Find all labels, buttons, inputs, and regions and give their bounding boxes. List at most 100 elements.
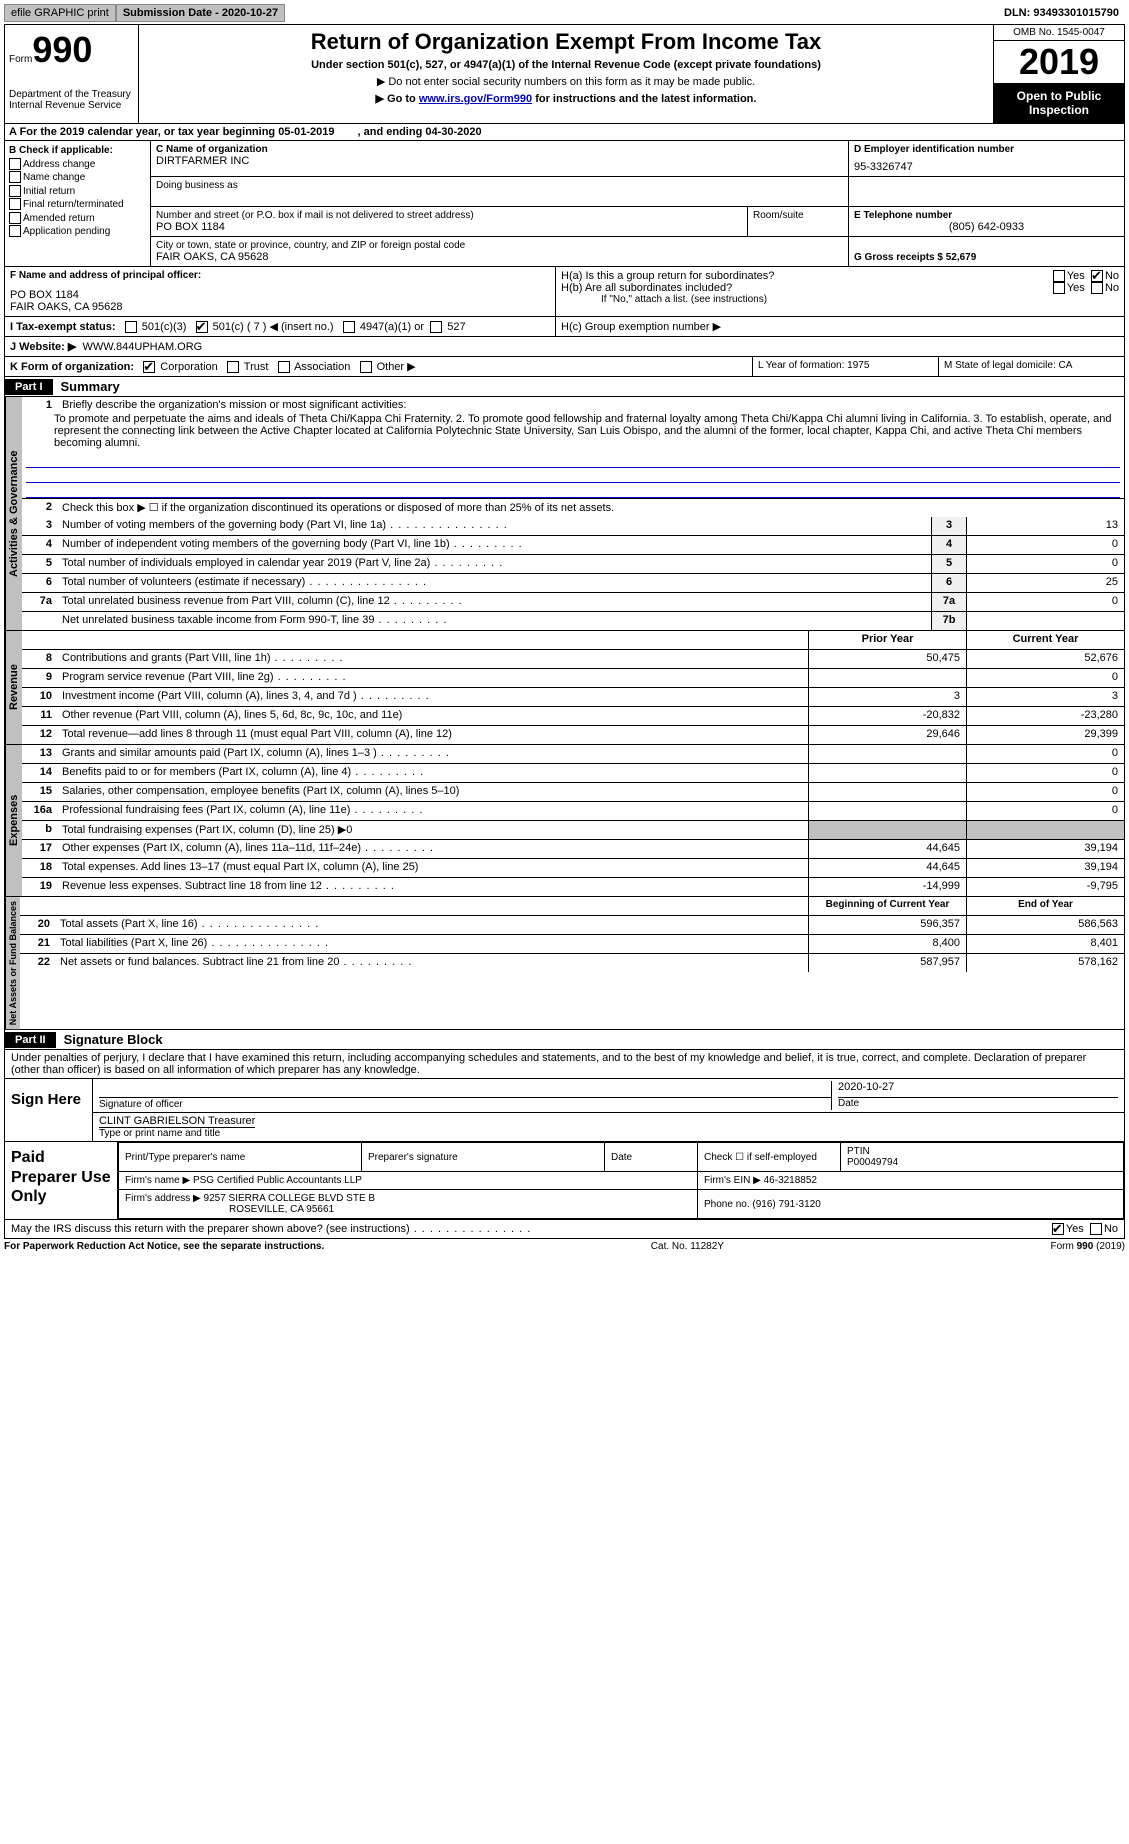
- officer-group-block: F Name and address of principal officer:…: [4, 267, 1125, 317]
- p17: 44,645: [808, 840, 966, 858]
- room-label: Room/suite: [753, 210, 843, 221]
- city: FAIR OAKS, CA 95628: [156, 251, 843, 263]
- c11: -23,280: [966, 707, 1124, 725]
- irs-label: Internal Revenue Service: [9, 100, 134, 111]
- officer-line2: FAIR OAKS, CA 95628: [10, 301, 550, 313]
- part1-header: Part I Summary: [4, 377, 1125, 397]
- identity-block: B Check if applicable: Address change Na…: [4, 141, 1125, 267]
- sig-officer-label: Signature of officer: [99, 1099, 831, 1110]
- line-21: Total liabilities (Part X, line 26): [56, 935, 808, 953]
- p19: -14,999: [808, 878, 966, 896]
- box-i-label: I Tax-exempt status:: [10, 321, 116, 333]
- box-l: L Year of formation: 1975: [753, 357, 939, 376]
- check-501c[interactable]: [196, 321, 208, 333]
- declaration: Under penalties of perjury, I declare th…: [4, 1050, 1125, 1079]
- hb-yes[interactable]: [1053, 282, 1065, 294]
- efile-button[interactable]: efile GRAPHIC print: [4, 4, 116, 22]
- p13: [808, 745, 966, 763]
- vtab-netassets: Net Assets or Fund Balances: [5, 897, 20, 1029]
- check-trust[interactable]: [227, 361, 239, 373]
- line-7b: Net unrelated business taxable income fr…: [58, 612, 931, 630]
- check-initial-return[interactable]: Initial return: [9, 185, 146, 199]
- check-501c3[interactable]: [125, 321, 137, 333]
- paid-h2: Preparer's signature: [362, 1143, 605, 1172]
- website: WWW.844UPHAM.ORG: [82, 341, 202, 353]
- sign-here-label: Sign Here: [5, 1079, 92, 1141]
- check-corp[interactable]: [143, 361, 155, 373]
- discuss-no[interactable]: [1090, 1223, 1102, 1235]
- line-17: Other expenses (Part IX, column (A), lin…: [58, 840, 808, 858]
- officer-line1: PO BOX 1184: [10, 289, 550, 301]
- expenses-section: Expenses 13Grants and similar amounts pa…: [4, 745, 1125, 897]
- p22: 587,957: [808, 954, 966, 972]
- ha-no[interactable]: [1091, 270, 1103, 282]
- line-16a: Professional fundraising fees (Part IX, …: [58, 802, 808, 820]
- line-6: Total number of volunteers (estimate if …: [58, 574, 931, 592]
- check-4947[interactable]: [343, 321, 355, 333]
- ssn-note: ▶ Do not enter social security numbers o…: [147, 75, 985, 88]
- mission-label: Briefly describe the organization's miss…: [58, 397, 1124, 413]
- line-4: Number of independent voting members of …: [58, 536, 931, 554]
- box-g: G Gross receipts $ 52,679: [854, 252, 976, 263]
- c19: -9,795: [966, 878, 1124, 896]
- top-bar: efile GRAPHIC print Submission Date - 20…: [4, 4, 1125, 22]
- p16a: [808, 802, 966, 820]
- check-527[interactable]: [430, 321, 442, 333]
- c22: 578,162: [966, 954, 1124, 972]
- line-14: Benefits paid to or for members (Part IX…: [58, 764, 808, 782]
- type-name-label: Type or print name and title: [99, 1128, 255, 1139]
- p14: [808, 764, 966, 782]
- p15: [808, 783, 966, 801]
- telephone: (805) 642-0933: [854, 221, 1119, 233]
- firm-name-label: Firm's name ▶: [125, 1175, 190, 1186]
- revenue-section: Revenue b Prior Year Current Year 8Contr…: [4, 631, 1125, 745]
- discuss-yes[interactable]: [1052, 1223, 1064, 1235]
- governance-section: Activities & Governance 1 Briefly descri…: [4, 397, 1125, 631]
- goto-post: for instructions and the latest informat…: [532, 93, 756, 105]
- firm-addr2: ROSEVILLE, CA 95661: [229, 1204, 334, 1215]
- dln: DLN: 93493301015790: [998, 5, 1125, 21]
- line-16b: Total fundraising expenses (Part IX, col…: [58, 821, 808, 839]
- box-c-label: C Name of organization: [156, 144, 843, 155]
- check-assoc[interactable]: [278, 361, 290, 373]
- hb-no[interactable]: [1091, 282, 1103, 294]
- firm-addr-label: Firm's address ▶: [125, 1193, 201, 1204]
- hb-text: H(b) Are all subordinates included?: [561, 282, 1053, 294]
- check-app-pending[interactable]: Application pending: [9, 225, 146, 239]
- ha-yes[interactable]: [1053, 270, 1065, 282]
- firm-phone: (916) 791-3120: [752, 1199, 820, 1210]
- firm-phone-label: Phone no.: [704, 1199, 750, 1210]
- tax-period-row: A For the 2019 calendar year, or tax yea…: [4, 124, 1125, 141]
- check-amended[interactable]: Amended return: [9, 212, 146, 226]
- head-curr: Current Year: [966, 631, 1124, 649]
- mission-text: To promote and perpetuate the aims and i…: [22, 413, 1124, 453]
- check-name-change[interactable]: Name change: [9, 171, 146, 185]
- h-note: If "No," attach a list. (see instruction…: [561, 294, 1119, 305]
- form-word: Form: [9, 54, 32, 65]
- p10: 3: [808, 688, 966, 706]
- box-d-label: D Employer identification number: [854, 144, 1119, 155]
- instructions-note: ▶ Go to www.irs.gov/Form990 for instruct…: [147, 92, 985, 105]
- val-7a: 0: [966, 593, 1124, 611]
- discuss-row: May the IRS discuss this return with the…: [4, 1220, 1125, 1239]
- c14: 0: [966, 764, 1124, 782]
- box-f-label: F Name and address of principal officer:: [10, 270, 550, 281]
- firm-addr1: 9257 SIERRA COLLEGE BLVD STE B: [204, 1193, 376, 1204]
- omb-number: OMB No. 1545-0047: [994, 25, 1124, 41]
- firm-ein: 46-3218852: [764, 1175, 817, 1186]
- check-other[interactable]: [360, 361, 372, 373]
- p12: 29,646: [808, 726, 966, 744]
- p8: 50,475: [808, 650, 966, 668]
- paid-h3: Date: [605, 1143, 698, 1172]
- part2-label: Part II: [5, 1032, 56, 1048]
- instructions-link[interactable]: www.irs.gov/Form990: [419, 93, 532, 105]
- part2-title: Signature Block: [56, 1030, 171, 1049]
- line-13: Grants and similar amounts paid (Part IX…: [58, 745, 808, 763]
- discuss-text: May the IRS discuss this return with the…: [11, 1223, 531, 1235]
- c10: 3: [966, 688, 1124, 706]
- dept-treasury: Department of the Treasury: [9, 89, 134, 100]
- val-5: 0: [966, 555, 1124, 573]
- check-address-change[interactable]: Address change: [9, 158, 146, 172]
- check-final-return[interactable]: Final return/terminated: [9, 198, 146, 212]
- line-11: Other revenue (Part VIII, column (A), li…: [58, 707, 808, 725]
